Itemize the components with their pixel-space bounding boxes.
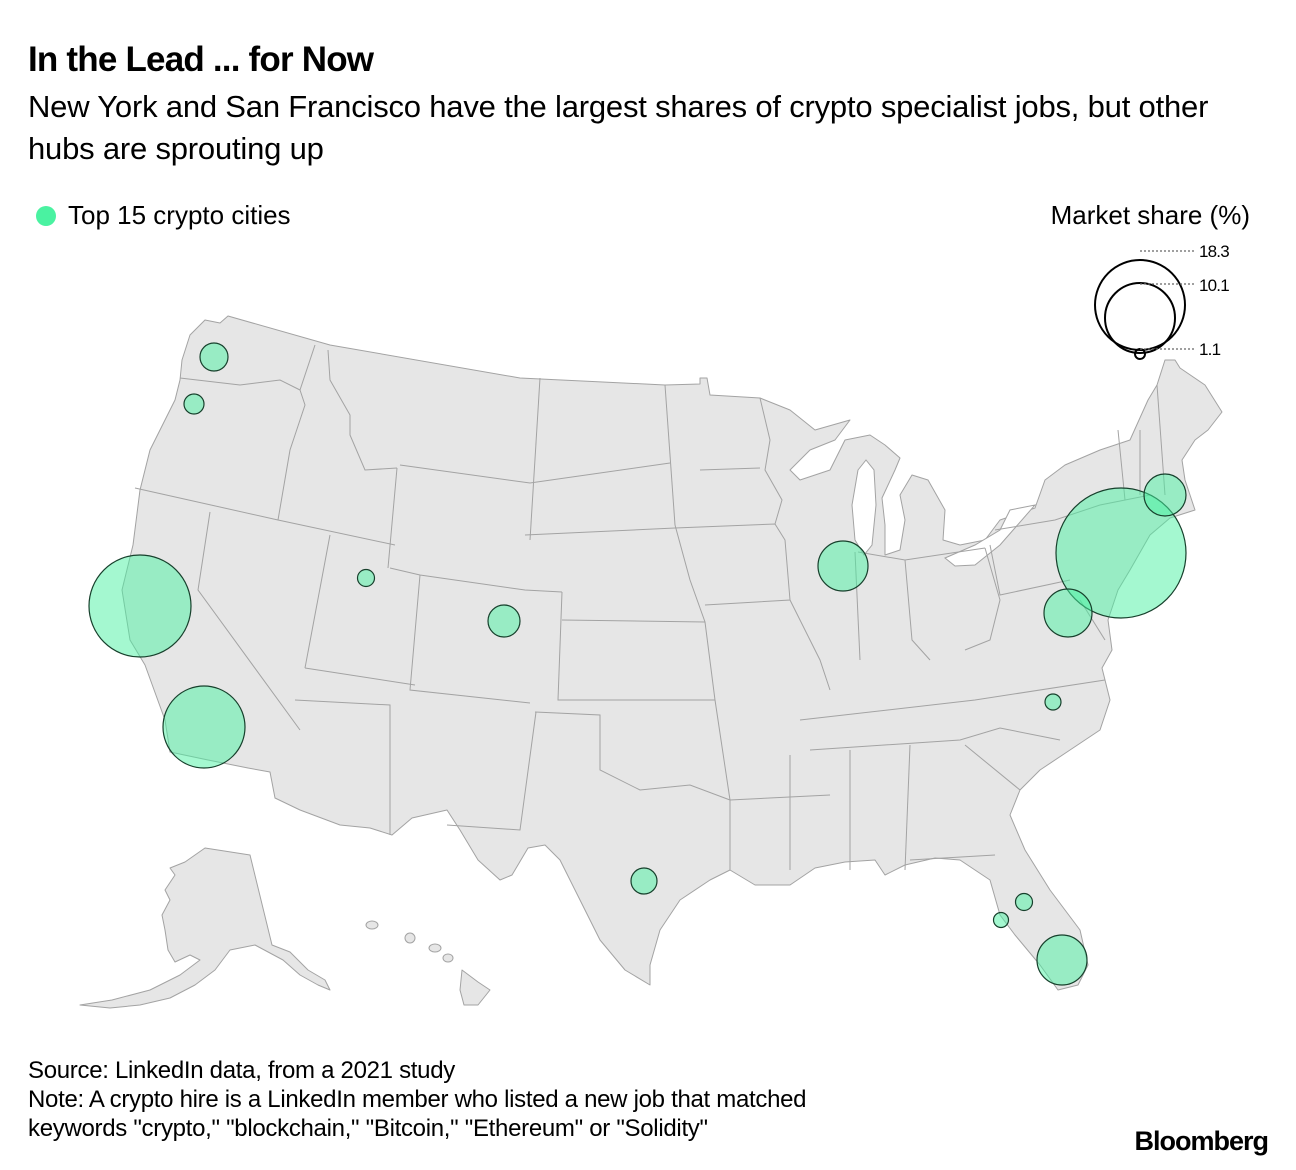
land-layer (79, 315, 1223, 1009)
city-bubble-new-york: New York (1055, 487, 1187, 619)
city-bubble-san-francisco: San Francisco (88, 554, 192, 658)
city-bubble-chicago: Chicago (817, 540, 869, 592)
chart-title: In the Lead ... for Now (28, 40, 374, 79)
chart-subtitle: New York and San Francisco have the larg… (28, 89, 1209, 166)
city-bubble-washington-dc: Washington DC (1043, 588, 1093, 638)
note-line-2: keywords "crypto," "blockchain," "Bitcoi… (28, 1115, 708, 1142)
note-line-1: Note: A crypto hire is a LinkedIn member… (28, 1086, 807, 1113)
legend-value-small: 1.1 (1199, 340, 1221, 359)
legend-value-large: 18.3 (1199, 242, 1229, 261)
city-bubble-tampa: Tampa (992, 911, 1010, 929)
legend-size-title: Market share (%) (1050, 200, 1250, 230)
city-bubble-raleigh: Raleigh (1044, 693, 1062, 711)
alaska-shape (79, 847, 331, 1009)
bloomberg-logo: Bloomberg (1134, 1126, 1269, 1156)
city-bubbles: New York San Francisco Los Angeles Washingt… (88, 342, 1187, 986)
state-borders (134, 344, 1166, 871)
legend-cities: Top 15 crypto cities (36, 200, 291, 231)
city-bubble-salt-lake-city: Salt Lake City (356, 568, 376, 588)
city-bubble-orlando: Orlando (1014, 892, 1034, 912)
source-text: Source: LinkedIn data, from a 2021 study (28, 1057, 455, 1084)
city-bubble-miami: Miami (1036, 934, 1088, 986)
size-legend: 18.3 10.1 1.1 (1094, 242, 1230, 360)
footer-notes: Source: LinkedIn data, from a 2021 study… (28, 1056, 807, 1143)
city-bubble-portland: Portland (183, 393, 205, 415)
lake-michigan (851, 459, 877, 556)
legend-circle-medium (1104, 282, 1176, 354)
city-bubble-seattle: Seattle (199, 342, 229, 372)
city-bubble-los-angeles: Los Angeles (162, 685, 246, 769)
legend-dot-icon (36, 205, 56, 226)
city-bubble-denver: Denver (487, 604, 521, 638)
legend-cities-label: Top 15 crypto cities (68, 200, 291, 230)
legend-value-medium: 10.1 (1199, 276, 1229, 295)
contiguous-us-shape (121, 315, 1223, 991)
city-bubble-boston: Boston (1143, 473, 1187, 517)
city-bubble-austin: Austin (630, 867, 658, 895)
hawaii-shape (365, 920, 491, 1006)
